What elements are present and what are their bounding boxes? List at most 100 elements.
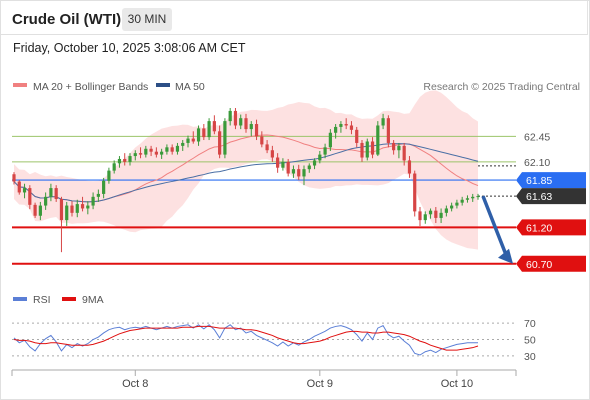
candle xyxy=(413,170,417,217)
candle-body xyxy=(460,199,464,203)
candle xyxy=(65,201,69,226)
projection-arrow-head xyxy=(498,248,513,264)
candle xyxy=(397,142,401,159)
candle-body xyxy=(376,125,380,155)
candle-body xyxy=(86,205,90,209)
candle xyxy=(49,183,53,202)
candle-body xyxy=(471,196,475,199)
candle-body xyxy=(365,141,369,158)
candle-body xyxy=(170,147,174,152)
candle-body xyxy=(370,141,375,155)
candle xyxy=(44,192,48,210)
candle-body xyxy=(202,128,206,138)
ma50-legend-label: MA 50 xyxy=(175,81,205,93)
candle xyxy=(191,131,195,144)
candle-body xyxy=(223,121,227,155)
candle-body xyxy=(297,169,301,177)
candle-body xyxy=(102,180,106,194)
resistance-label: 62.10 xyxy=(524,157,550,169)
candle-body xyxy=(312,160,317,166)
candle-body xyxy=(286,161,290,174)
candle-body xyxy=(212,121,216,132)
projection-arrow-shaft xyxy=(481,195,508,256)
candle xyxy=(144,145,148,158)
candle xyxy=(165,144,169,155)
candle xyxy=(249,121,253,137)
candle-body xyxy=(154,151,158,155)
candle xyxy=(297,164,301,181)
x-tick-label: Oct 9 xyxy=(307,378,333,390)
candle-body xyxy=(323,147,327,155)
candle xyxy=(318,150,322,164)
rsi-line xyxy=(13,324,478,356)
candle-body xyxy=(302,169,306,177)
candle-body xyxy=(276,157,280,168)
candle-body xyxy=(265,144,269,151)
candle xyxy=(471,193,475,202)
bollinger-band-layer xyxy=(14,90,478,250)
candle xyxy=(254,119,259,141)
candle xyxy=(260,131,264,148)
candle xyxy=(59,196,64,253)
candle-body xyxy=(244,118,248,130)
moving-average-layer xyxy=(13,134,479,203)
candle xyxy=(270,145,274,162)
rsi-ma-line xyxy=(13,325,479,351)
credit-text: Research © 2025 Trading Central xyxy=(423,81,580,93)
candle xyxy=(307,163,311,173)
candle-body xyxy=(107,170,111,181)
candle xyxy=(444,205,448,217)
candle xyxy=(450,202,454,212)
candle-body xyxy=(381,118,385,126)
ma50-legend-swatch xyxy=(156,83,170,87)
candle xyxy=(22,183,27,199)
candle xyxy=(465,195,470,203)
candle xyxy=(54,185,58,202)
candle xyxy=(286,158,290,177)
candle xyxy=(218,125,222,159)
candle xyxy=(386,115,390,148)
last-tag: 61.63 xyxy=(516,188,586,205)
candle-body xyxy=(186,138,190,143)
ma20-legend-label: MA 20 + Bollinger Bands xyxy=(33,81,148,93)
candle-body xyxy=(228,110,232,122)
candle-body xyxy=(339,124,343,127)
candle-body xyxy=(450,205,454,209)
rsi-tick-label: 30 xyxy=(524,351,536,363)
candle xyxy=(302,165,306,186)
interval-button[interactable]: 30 MIN xyxy=(122,8,172,31)
candle-body xyxy=(44,196,48,206)
main-legend: MA 20 + Bollinger Bands MA 50 Research ©… xyxy=(13,81,580,93)
rsi-ma-legend-label: 9MA xyxy=(82,294,104,306)
instrument-title: Crude Oil (WTI) xyxy=(12,11,122,28)
candle xyxy=(339,121,343,133)
candle-body xyxy=(249,124,253,130)
candle-body xyxy=(386,118,390,143)
candle-body xyxy=(54,188,58,200)
candle-body xyxy=(233,110,238,126)
candle-body xyxy=(218,131,222,155)
candle-body xyxy=(165,147,169,152)
candle xyxy=(75,199,79,218)
candle xyxy=(370,137,375,159)
candle-body xyxy=(355,129,359,143)
timestamp: Friday, October 10, 2025 3:08:06 AM CET xyxy=(13,41,246,55)
support-tag: 61.20 xyxy=(516,219,586,236)
candle xyxy=(91,192,95,210)
candle-body xyxy=(75,204,79,213)
candle-body xyxy=(349,125,354,130)
candle-body xyxy=(138,153,143,155)
candle xyxy=(233,108,238,130)
candle-body xyxy=(160,151,164,155)
candle-body xyxy=(17,181,21,193)
candle-body xyxy=(80,204,85,209)
rsi-panel: 70 50 30 xyxy=(12,318,536,363)
ma50-line xyxy=(13,143,479,203)
candle-body xyxy=(196,128,201,142)
candle-body xyxy=(397,145,401,151)
rsi-legend-label: RSI xyxy=(33,294,51,306)
candle xyxy=(344,118,348,130)
candle-body xyxy=(191,138,195,142)
candle xyxy=(186,135,190,148)
candle xyxy=(244,113,248,133)
